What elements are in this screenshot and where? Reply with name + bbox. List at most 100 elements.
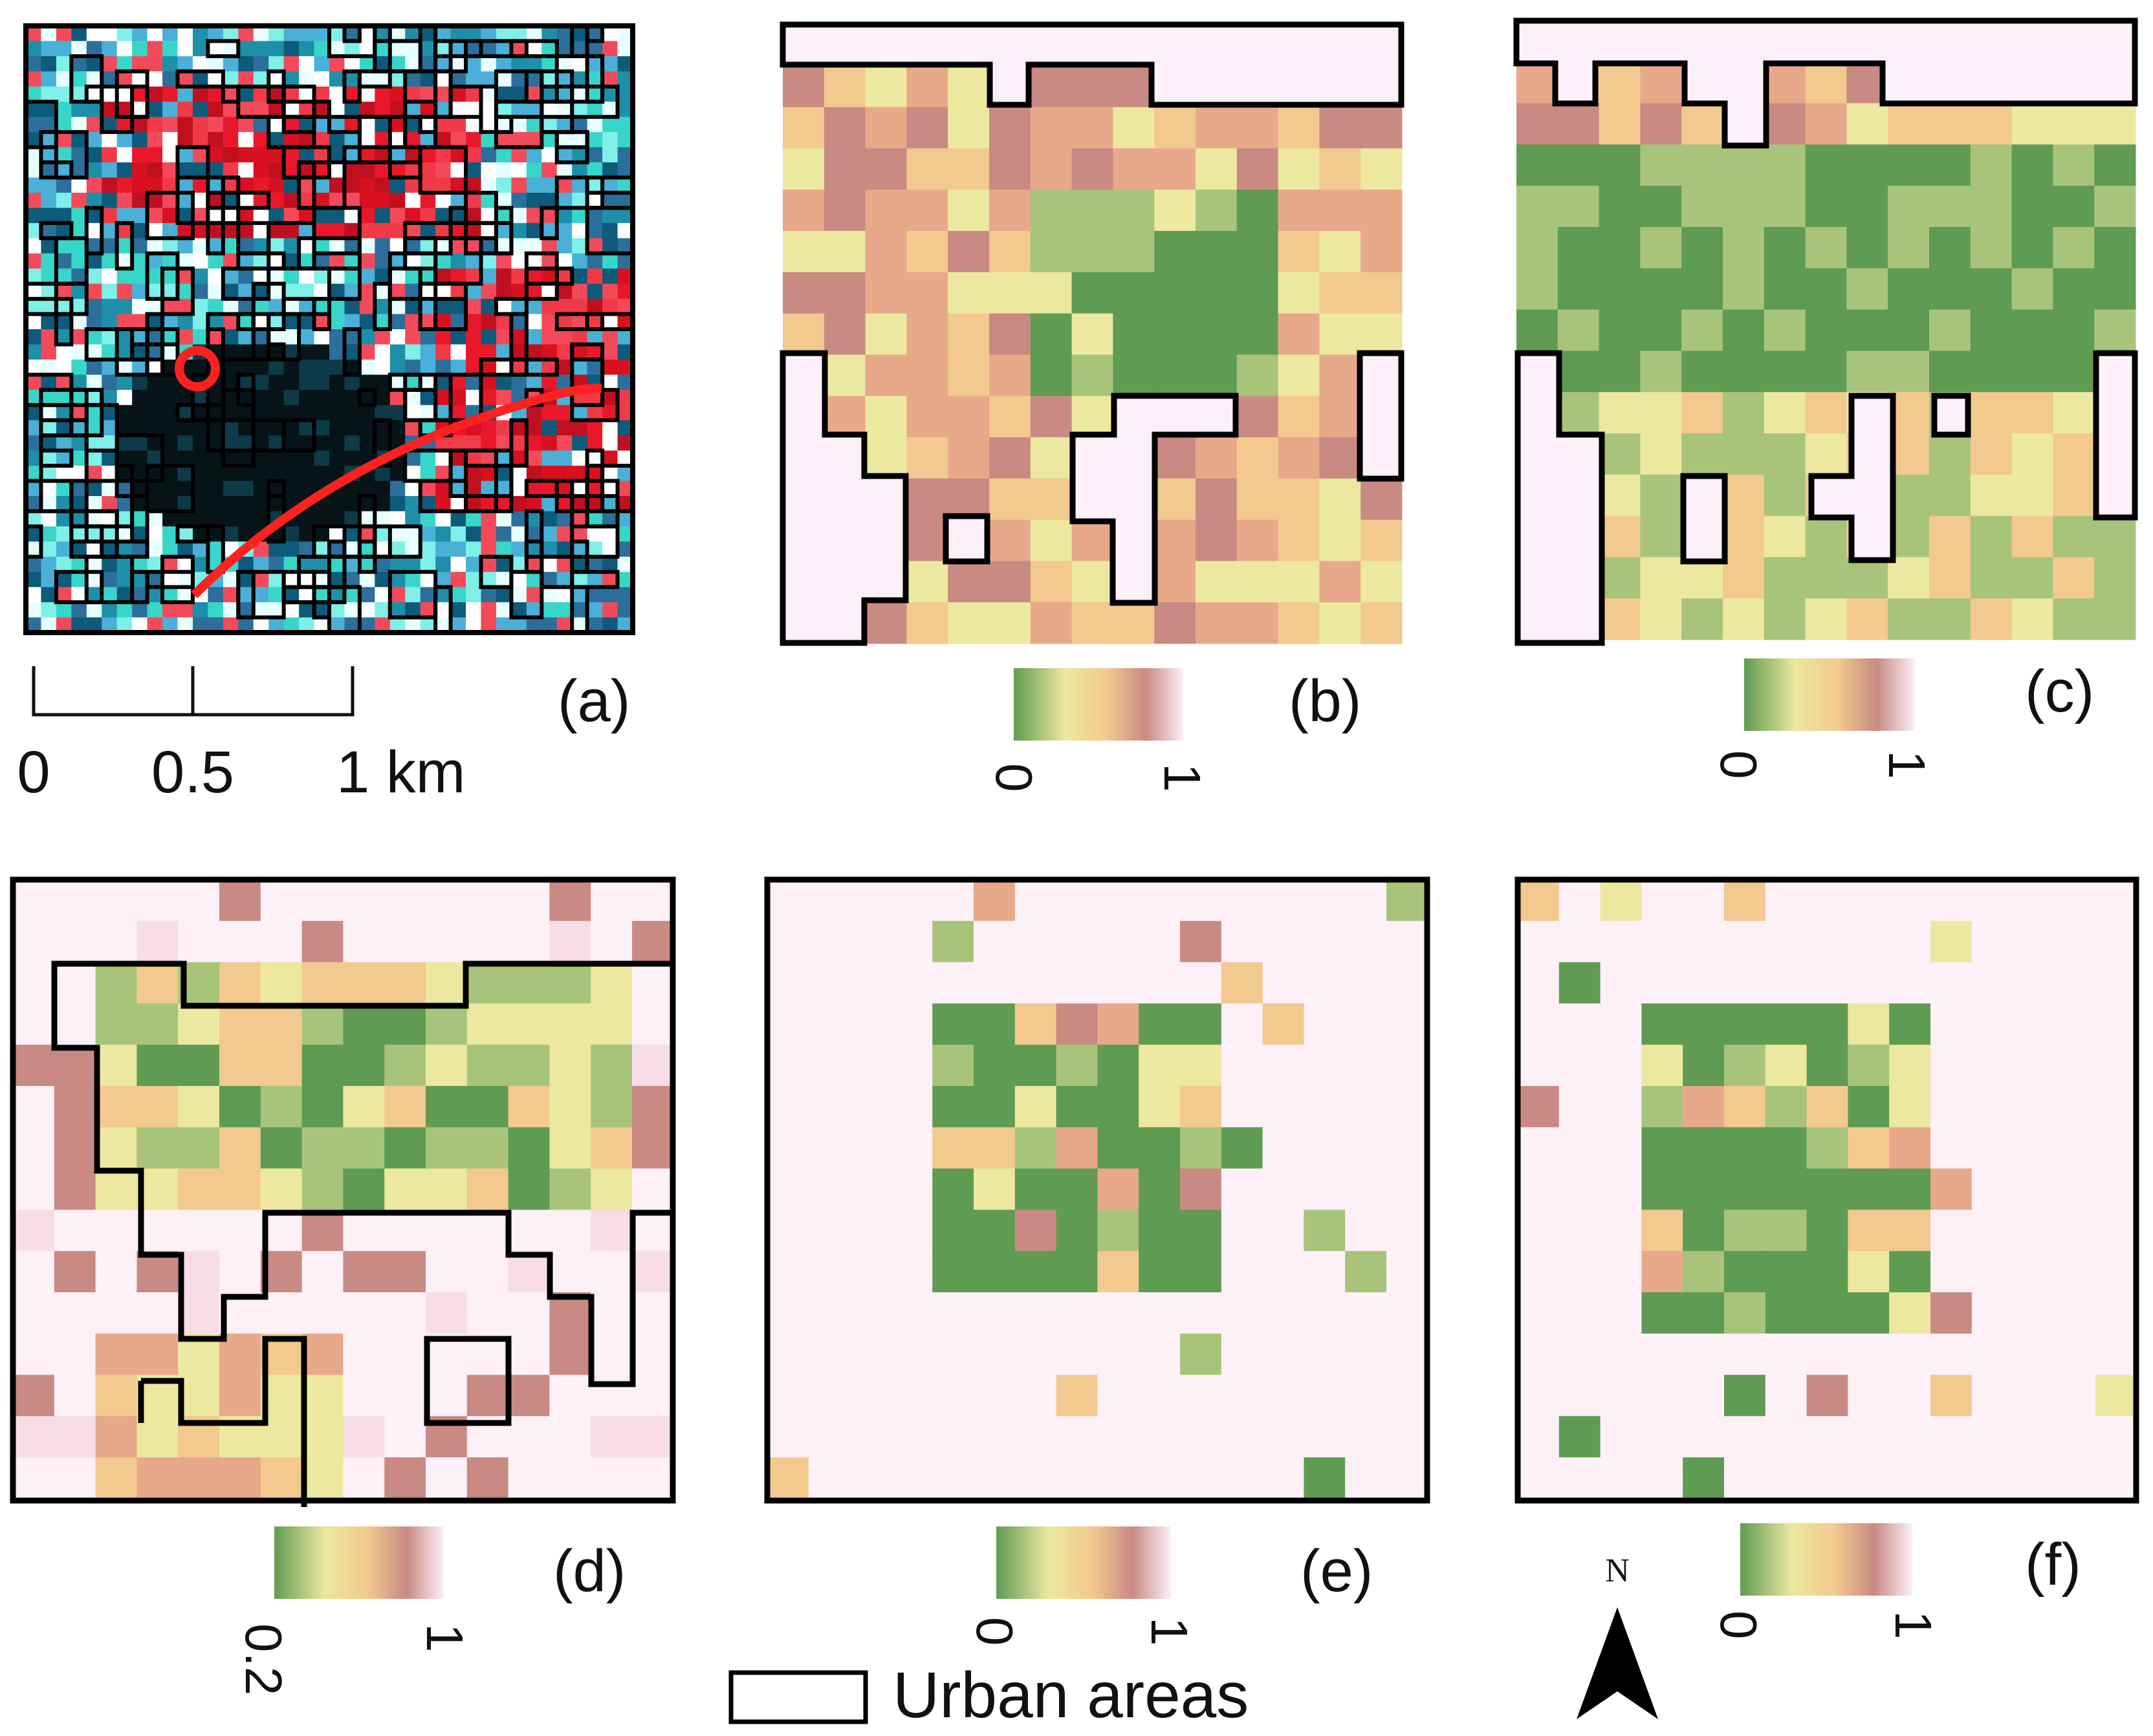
grid-cell (1683, 1168, 1725, 1210)
segment-outline (373, 418, 392, 468)
grid-cell (389, 420, 406, 436)
grid-cell (1558, 880, 1601, 922)
grid-cell (1889, 1251, 1931, 1293)
grid-cell (556, 435, 573, 451)
grid-cell (162, 283, 178, 299)
grid-cell (450, 495, 466, 512)
grid-cell (891, 1003, 933, 1045)
grid-cell (602, 405, 618, 421)
grid-cell (26, 329, 41, 345)
grid-cell (13, 880, 55, 922)
grid-cell (496, 526, 512, 542)
grid-cell (1113, 190, 1155, 232)
grid-cell (466, 1003, 509, 1045)
grid-cell (71, 56, 87, 72)
grid-cell (132, 405, 148, 421)
grid-cell (343, 962, 385, 1004)
grid-cell (1765, 962, 1808, 1004)
grid-cell (1681, 144, 1723, 186)
grid-cell (426, 1045, 468, 1087)
grid-cell (359, 329, 375, 345)
segment-outline (524, 509, 544, 559)
panel-d-boundaries (10, 876, 676, 1507)
grid-cell (1180, 1457, 1222, 1499)
grid-cell (301, 962, 344, 1004)
grid-cell (147, 208, 163, 224)
panel-d-grid (13, 880, 674, 1499)
grid-cell (481, 162, 497, 178)
grid-cell (389, 374, 406, 391)
grid-cell (481, 86, 497, 102)
grid-cell (253, 116, 269, 133)
grid-cell (1516, 309, 1558, 351)
grid-cell (1930, 1292, 1973, 1334)
grid-cell (283, 116, 300, 133)
grid-cell (299, 329, 315, 345)
grid-cell (86, 147, 102, 163)
grid-cell (162, 587, 178, 603)
grid-cell (1304, 962, 1346, 1004)
grid-cell (496, 602, 512, 618)
grid-cell (808, 1127, 851, 1169)
grid-cell (906, 354, 948, 396)
grid-cell (102, 389, 118, 406)
grid-cell (1970, 392, 2013, 434)
grid-cell (1113, 313, 1155, 355)
grid-cell (556, 374, 573, 391)
grid-cell (632, 1045, 674, 1087)
grid-cell (56, 511, 72, 527)
grid-cell (435, 495, 452, 512)
grid-cell (314, 253, 330, 269)
grid-cell (375, 177, 391, 193)
grid-cell (359, 495, 375, 512)
grid-cell (137, 880, 179, 922)
grid-cell (238, 162, 254, 178)
segment-outline (342, 327, 362, 377)
segment-outline (509, 39, 559, 58)
grid-cell (2094, 186, 2136, 228)
grid-cell (526, 162, 542, 178)
grid-cell (359, 420, 375, 436)
grid-cell (329, 71, 345, 87)
grid-cell (1846, 144, 1888, 186)
grid-cell (526, 420, 542, 436)
grid-cell (283, 86, 300, 102)
grid-cell (2053, 474, 2095, 517)
grid-cell (1723, 557, 1765, 599)
grid-cell (359, 526, 375, 542)
grid-cell (192, 86, 208, 102)
grid-cell (481, 617, 497, 633)
grid-cell (344, 238, 360, 254)
grid-cell (989, 519, 1031, 561)
grid-cell (56, 450, 72, 466)
grid-cell (299, 556, 315, 572)
grid-cell (466, 253, 481, 269)
grid-cell (41, 283, 57, 299)
grid-cell (1889, 1292, 1931, 1334)
grid-cell (253, 511, 269, 527)
grid-cell (420, 359, 436, 375)
grid-cell (1154, 148, 1196, 190)
grid-cell (405, 253, 421, 269)
grid-cell (1056, 1457, 1098, 1499)
grid-cell (375, 329, 391, 345)
grid-cell (526, 26, 542, 41)
segment-outline (570, 479, 620, 528)
grid-cell (508, 1457, 550, 1499)
grid-cell (1848, 1210, 1890, 1252)
segment-outline (130, 342, 149, 362)
grid-cell (283, 420, 300, 436)
grid-cell (496, 389, 512, 406)
grid-cell (556, 541, 573, 558)
grid-cell (283, 572, 300, 588)
grid-cell (1180, 920, 1222, 963)
grid-cell (556, 208, 573, 224)
grid-cell (268, 602, 285, 618)
grid-cell (178, 1210, 220, 1252)
grid-cell (1097, 1333, 1139, 1376)
segment-outline (342, 145, 362, 165)
grid-cell (102, 374, 118, 391)
grid-cell (71, 86, 87, 102)
grid-cell (178, 1374, 220, 1416)
grid-cell (632, 920, 674, 963)
